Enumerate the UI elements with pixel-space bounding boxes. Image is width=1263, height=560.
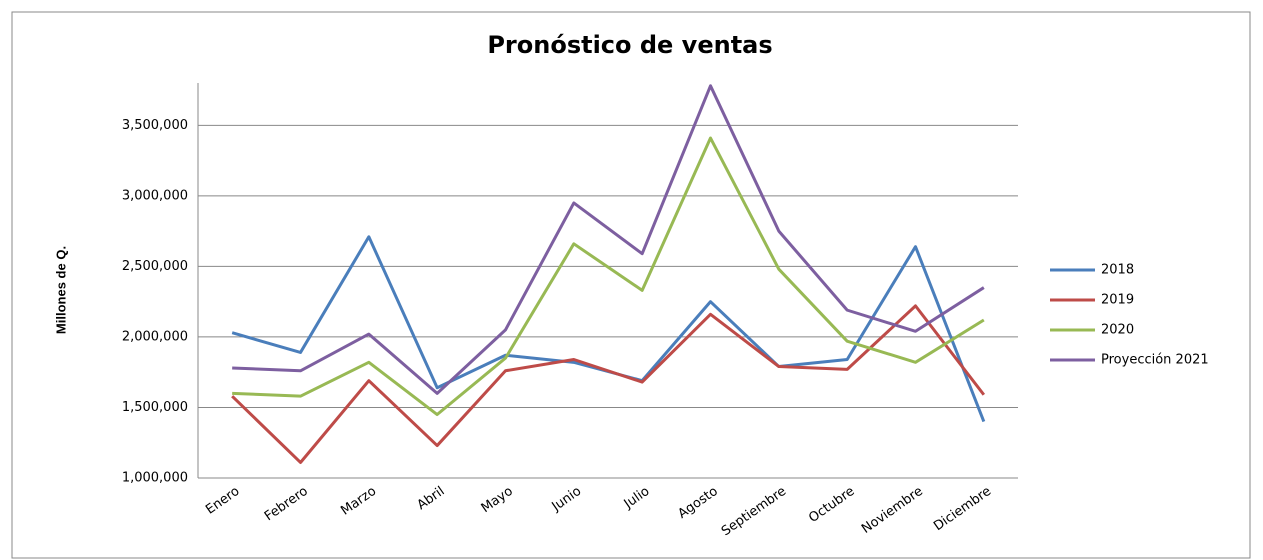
y-axis-label: Millones de Q. [53, 246, 68, 334]
legend-label: 2020 [1101, 323, 1134, 338]
y-tick-label: 3,000,000 [122, 188, 188, 203]
legend-label: 2019 [1101, 293, 1134, 308]
y-tick-label: 1,500,000 [122, 400, 188, 415]
line-series [232, 84, 985, 395]
chart-frame [11, 11, 1251, 559]
line-series [232, 136, 985, 417]
y-tick-label: 2,500,000 [122, 259, 188, 274]
legend-label: 2018 [1101, 263, 1134, 278]
line-series [231, 304, 986, 464]
chart-title: Pronóstico de ventas [487, 31, 772, 59]
y-tick-label: 2,000,000 [122, 329, 188, 344]
legend-label: Proyección 2021 [1101, 353, 1209, 368]
y-tick-label: 1,000,000 [122, 471, 188, 486]
y-tick-label: 3,500,000 [122, 118, 188, 133]
